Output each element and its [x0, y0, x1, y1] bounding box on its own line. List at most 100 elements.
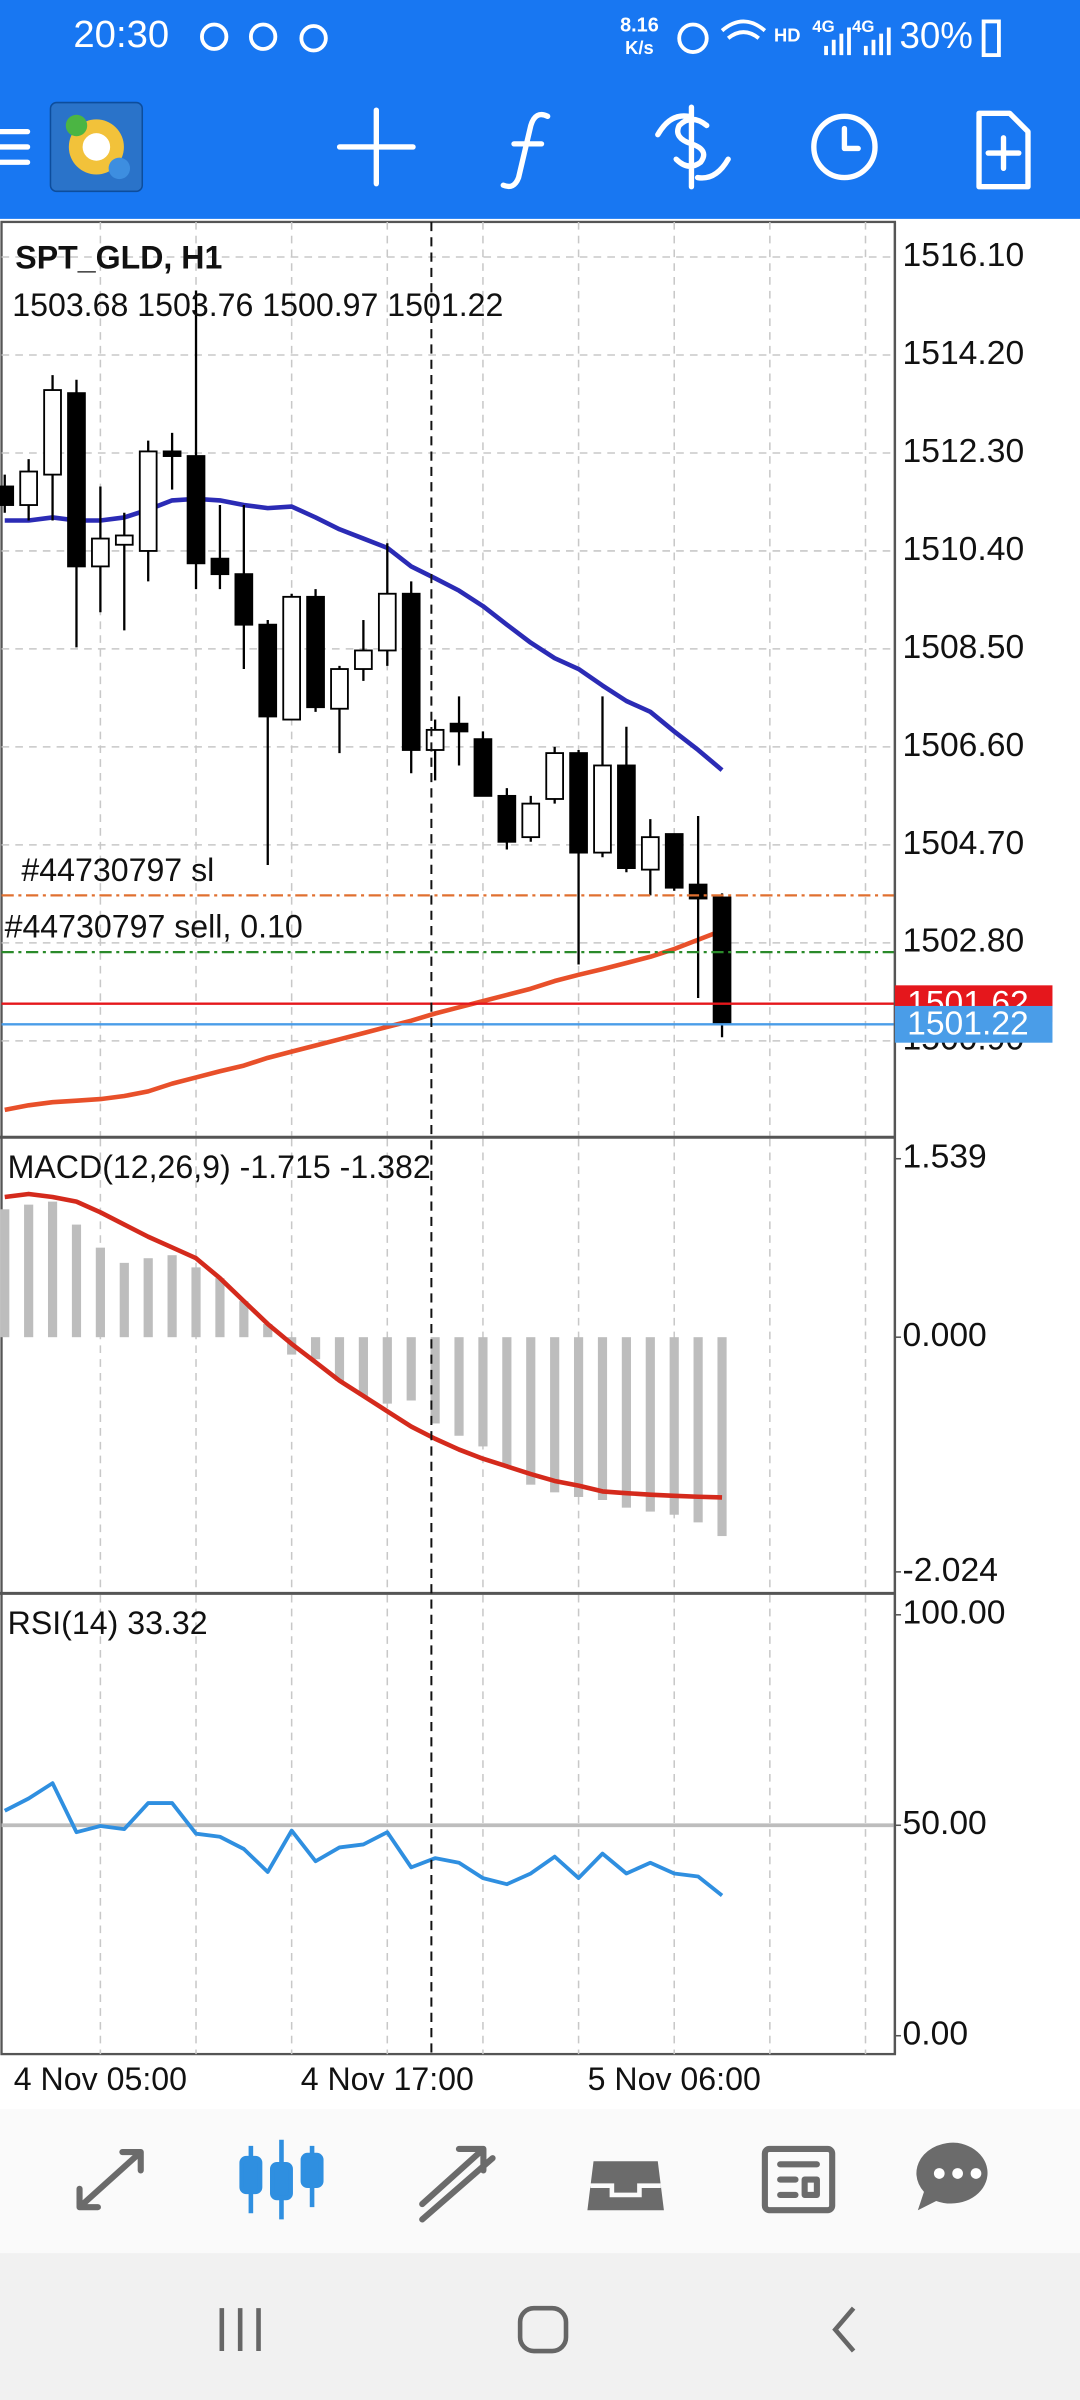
y-tick-label: 0.00	[903, 2016, 968, 2053]
y-tick-label: 1514.20	[903, 335, 1025, 372]
moving-average	[4, 928, 723, 1113]
order-label: #44730797 sl	[21, 852, 214, 888]
nav-quotes[interactable]	[76, 2148, 144, 2211]
histogram-bar	[191, 1267, 201, 1338]
histogram-bar	[430, 1337, 440, 1424]
system-nav	[0, 2253, 1080, 2400]
y-tick-label: 0.000	[903, 1317, 987, 1354]
candle-body	[521, 802, 541, 839]
price-tag	[894, 1005, 1053, 1043]
histogram-bar	[167, 1255, 177, 1338]
y-tick-label: 100.00	[903, 1595, 1006, 1632]
histogram-bar	[0, 1209, 10, 1338]
histogram-bar	[573, 1337, 584, 1497]
back-button[interactable]	[832, 2306, 856, 2353]
period-button[interactable]	[811, 113, 878, 181]
nav-news[interactable]	[761, 2145, 836, 2214]
menu-button[interactable]	[0, 128, 31, 165]
home-button[interactable]	[517, 2305, 569, 2354]
candle-body	[617, 764, 636, 869]
crosshair-button[interactable]	[336, 107, 416, 187]
nav-chat[interactable]	[916, 2142, 988, 2211]
candle-body	[354, 649, 373, 670]
histogram-bar	[550, 1337, 560, 1493]
candle-body	[138, 450, 158, 552]
indicator-line	[3, 1781, 724, 1897]
y-tick-label: 1510.40	[903, 531, 1025, 568]
candle-body	[449, 722, 469, 733]
status-icons	[200, 22, 328, 53]
candle-body	[91, 537, 110, 568]
x-tick-label: 4 Nov 17:00	[301, 2061, 474, 2097]
histogram-bar	[119, 1262, 129, 1338]
x-tick-label: 5 Nov 06:00	[588, 2061, 761, 2097]
candle-body	[67, 392, 86, 568]
candle-body	[234, 573, 254, 626]
histogram-bar	[597, 1337, 608, 1500]
signal-line	[4, 1191, 723, 1500]
nav-history[interactable]	[587, 2161, 664, 2211]
histogram-bar	[502, 1337, 512, 1467]
histogram-bar	[645, 1337, 655, 1512]
candle-body	[664, 833, 684, 889]
ohlc-label: 1503.68 1503.76 1500.97 1501.22	[12, 287, 503, 323]
histogram-bar	[143, 1258, 153, 1338]
app-logo[interactable]	[49, 101, 144, 193]
candle-body	[473, 738, 493, 797]
candle-body	[712, 896, 732, 1026]
histogram-bar	[693, 1337, 703, 1523]
histogram-bar	[382, 1337, 392, 1404]
new-order-button[interactable]	[976, 110, 1031, 190]
y-tick-label: 1504.70	[903, 825, 1025, 862]
nav-chart[interactable]	[239, 2139, 324, 2220]
histogram-bar	[717, 1337, 727, 1537]
net-speed-unit: K/s	[625, 37, 654, 58]
y-tick-label: 1512.30	[903, 433, 1025, 470]
bottom-nav	[0, 2109, 1080, 2254]
net-speed: 8.16	[620, 14, 659, 36]
candle-body	[377, 592, 397, 652]
clock: 20:30	[73, 13, 169, 56]
top-bar	[0, 0, 1080, 219]
nav-trade[interactable]	[419, 2145, 496, 2223]
indicators-button[interactable]	[500, 111, 551, 190]
y-tick-label: 1.539	[903, 1139, 987, 1176]
y-tick-label: 1516.10	[903, 237, 1025, 274]
trade-button[interactable]	[655, 104, 731, 190]
indicator-label: MACD(12,26,9) -1.715 -1.382	[8, 1149, 431, 1185]
candle-body	[0, 485, 15, 506]
y-tick-label: 50.00	[903, 1805, 987, 1842]
histogram-bar	[71, 1224, 82, 1338]
histogram-bar	[478, 1337, 488, 1447]
chart-area: #44730797 sl #44730797 sell, 0.10 SPT_GLD,…	[0, 220, 897, 2056]
candle-body	[258, 623, 278, 718]
histogram-bar	[263, 1323, 273, 1338]
y-tick-label: -2.024	[903, 1552, 998, 1589]
order-label: #44730797 sell, 0.10	[5, 909, 303, 945]
candle-body	[425, 728, 445, 751]
histogram-bar	[239, 1301, 249, 1338]
signal-label: 4G	[812, 17, 834, 36]
histogram-bar	[215, 1278, 225, 1338]
candle-body	[330, 668, 349, 710]
candle-body	[162, 450, 182, 457]
candle-body	[114, 534, 134, 546]
histogram-bar	[526, 1337, 536, 1485]
x-tick-label: 4 Nov 05:00	[14, 2061, 187, 2097]
histogram-bar	[95, 1247, 105, 1338]
chart-title: SPT_GLD, H1	[15, 240, 222, 276]
candle-body	[43, 389, 62, 476]
recents-button[interactable]	[219, 2308, 261, 2352]
price-tag-label: 1501.22	[907, 1006, 1029, 1043]
histogram-bar	[621, 1337, 631, 1508]
candle-body	[593, 764, 612, 854]
y-tick-label: 1506.60	[903, 727, 1025, 764]
candle-body	[210, 557, 230, 576]
histogram-bar	[334, 1337, 345, 1381]
candle-body	[545, 752, 565, 800]
candle-body	[401, 592, 421, 751]
histogram-bar	[310, 1337, 321, 1360]
network-type: HD	[774, 25, 801, 46]
